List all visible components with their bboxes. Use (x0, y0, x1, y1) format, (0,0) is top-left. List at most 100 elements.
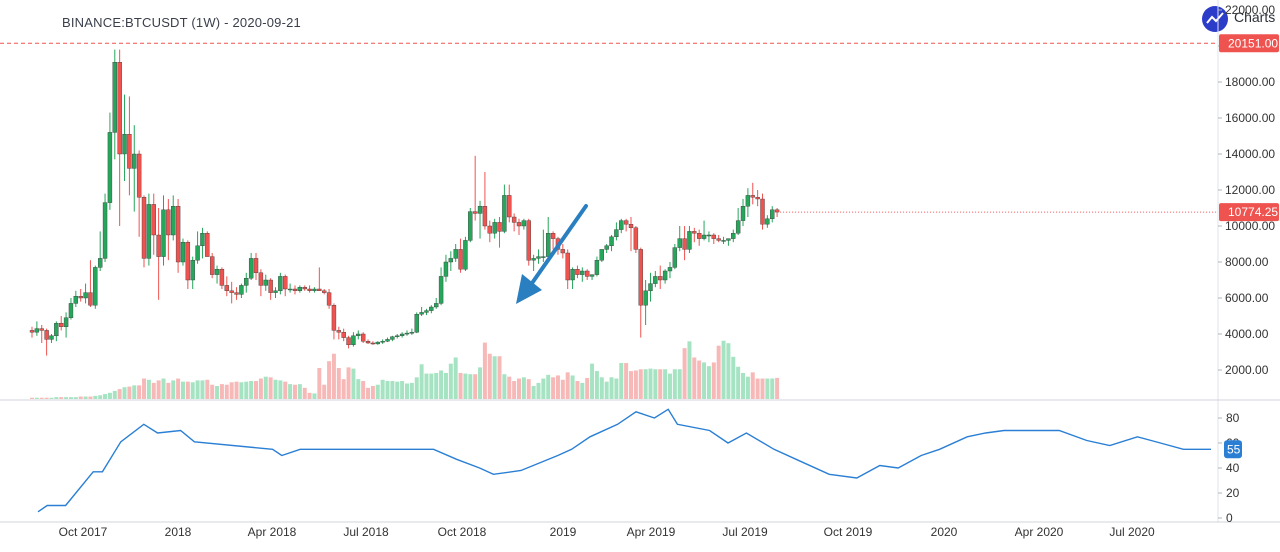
candle (59, 316, 64, 331)
volume-bar (346, 367, 351, 399)
candle-body (594, 260, 600, 275)
volume-bar (366, 387, 371, 399)
candle-body (68, 303, 74, 318)
candle (458, 238, 463, 273)
volume-bar (103, 394, 108, 399)
candle-series (29, 49, 780, 356)
candle (292, 285, 298, 295)
candle (68, 298, 74, 320)
volume-bar (370, 385, 375, 399)
brand-label: Charts p (1234, 9, 1280, 25)
candle-body (375, 341, 380, 345)
volume-bar (526, 379, 531, 399)
candle-body (726, 238, 731, 241)
volume-bar (726, 343, 731, 399)
candle-body (263, 279, 268, 286)
price-tick-label: 12000.00 (1225, 183, 1275, 197)
candle-body (287, 288, 293, 291)
candle (171, 195, 176, 241)
candle (190, 256, 195, 289)
candle-body (531, 258, 536, 261)
volume-bar (429, 373, 434, 399)
volume-bar (517, 378, 521, 399)
candle (706, 231, 712, 243)
candle (307, 285, 312, 293)
time-tick-label: 2019 (550, 525, 577, 539)
candle (692, 227, 697, 243)
candle-body (156, 234, 161, 257)
candle (34, 321, 40, 336)
volume-bar (83, 396, 88, 399)
candle (317, 267, 322, 291)
arrow-shaft (528, 204, 588, 288)
volume-bar (98, 395, 103, 399)
candle (44, 328, 49, 356)
candle-body (132, 153, 137, 169)
candle-body (414, 314, 419, 333)
candle-body (200, 232, 205, 246)
candle (322, 289, 327, 295)
candle-body (541, 256, 546, 258)
volume-bar (132, 385, 137, 399)
candle (575, 265, 580, 279)
candle-body (195, 245, 200, 261)
time-tick-label: Oct 2019 (824, 525, 873, 539)
candle-body (682, 238, 687, 250)
candle-body (448, 258, 454, 263)
candle (29, 326, 35, 338)
candle-body (716, 238, 721, 241)
brand-logo[interactable] (1200, 4, 1280, 34)
candle (628, 217, 634, 252)
candle-body (190, 260, 195, 281)
volume-bar (687, 341, 692, 399)
volume-bar (594, 371, 599, 399)
candle (263, 274, 268, 291)
candle (482, 172, 488, 230)
candle (331, 303, 337, 340)
volume-bar (302, 387, 307, 399)
candle (404, 330, 410, 336)
candle-body (370, 342, 376, 345)
volume-bar (682, 348, 687, 399)
time-axis: Oct 2017 2018 Apr 2018 Jul 2018 Oct 2018 2019… (59, 525, 1155, 539)
candle (507, 184, 512, 223)
volume-bar (741, 372, 746, 399)
candle-body (117, 62, 122, 155)
candle-body (731, 232, 736, 239)
price-tick-label: 22000.00 (1225, 3, 1275, 17)
candle-body (307, 288, 312, 291)
candle (214, 265, 220, 284)
volume-bar (775, 377, 780, 399)
volume-bar (127, 386, 132, 399)
price-axis: 2000.00 4000.00 6000.00 8000.00 10000.00 1200… (1218, 3, 1275, 377)
candle-body (102, 202, 108, 259)
candle (424, 308, 429, 316)
candle (472, 155, 478, 221)
candle (740, 199, 746, 226)
candle (49, 334, 54, 343)
candle-body (360, 333, 366, 342)
candle (726, 238, 731, 246)
candle-body (740, 205, 746, 221)
candle (380, 339, 385, 344)
candle (434, 298, 439, 309)
volume-bar (156, 380, 161, 399)
candle (409, 328, 415, 335)
volume-bar (672, 369, 677, 399)
volume-bar (609, 377, 614, 399)
candle (102, 193, 108, 262)
candle-body (399, 333, 405, 336)
volume-bar (653, 369, 658, 399)
candle-body (589, 274, 595, 277)
candle-body (409, 332, 415, 334)
high-price-tag-text: 20151.00 (1228, 36, 1278, 50)
candle-body (297, 287, 303, 292)
volume-bar (122, 387, 127, 399)
time-tick-label: 2018 (165, 525, 192, 539)
candle-body (34, 328, 40, 333)
candle (302, 285, 307, 291)
volume-bar (322, 384, 327, 399)
volume-bar (180, 381, 185, 399)
candle-body (565, 252, 570, 281)
